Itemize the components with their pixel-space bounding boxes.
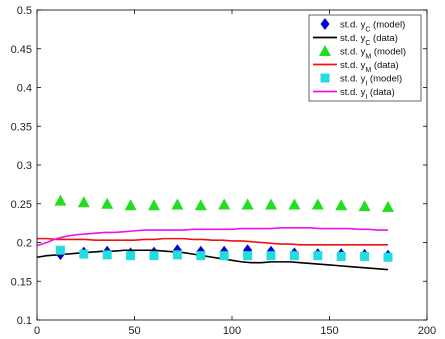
data-point-std_yM_model-1 [77, 196, 90, 208]
legend-label: st.d. yI (model) [340, 74, 402, 88]
legend-item-std_yI_model: st.d. yI (model) [320, 73, 402, 88]
data-point-std_yM_model-14 [382, 200, 394, 212]
legend-swatch-marker [319, 45, 331, 56]
legend-label-text: st.d. y [340, 87, 366, 98]
data-point-std_yM_model-0 [54, 194, 67, 206]
data-point-std_yI_model-9 [266, 251, 276, 261]
data-point-std_yM_model-5 [171, 198, 184, 210]
y-tick-label: 0.3 [17, 160, 32, 172]
x-tick-label: 50 [128, 325, 140, 337]
legend-swatch-marker [320, 73, 330, 83]
y-tick-label: 0.45 [11, 44, 32, 56]
data-point-std_yI_model-4 [149, 251, 159, 261]
legend-label-suffix: (data) [367, 87, 394, 98]
data-point-std_yM_model-3 [124, 199, 137, 211]
data-point-std_yM_model-7 [218, 198, 231, 210]
legend-label-suffix: (model) [370, 20, 405, 31]
legend-label-text: st.d. y [340, 74, 366, 85]
series-std_yC_data [36, 249, 389, 271]
data-point-std_yI_model-14 [383, 252, 393, 262]
legend-label: st.d. yC (data) [340, 33, 398, 47]
legend-label: st.d. yM (data) [340, 60, 399, 74]
series-line-std_yM_data [37, 237, 388, 246]
legend-label: st.d. yM (model) [340, 47, 406, 61]
data-point-std_yM_model-12 [335, 199, 348, 211]
series-std_yI_data [36, 226, 388, 247]
y-tick-label: 0.15 [11, 276, 32, 288]
legend-item-std_yC_data: st.d. yC (data) [313, 33, 398, 47]
data-point-std_yM_model-6 [194, 199, 207, 211]
legend-label-text: st.d. y [340, 20, 366, 31]
y-tick-label: 0.5 [17, 5, 32, 17]
data-point-std_yI_model-6 [196, 251, 206, 261]
legend-label: st.d. yI (data) [340, 87, 395, 101]
legend-label-subscript: I [365, 80, 367, 87]
data-point-std_yI_model-11 [313, 251, 323, 261]
legend: st.d. yC (model)st.d. yC (data)st.d. yM … [308, 14, 422, 102]
data-point-std_yI_model-7 [219, 251, 229, 261]
legend-label-suffix: (model) [367, 74, 402, 85]
y-tick-label: 0.2 [17, 238, 32, 250]
data-point-std_yM_model-8 [241, 198, 254, 210]
series-line-std_yI_data [36, 226, 388, 247]
series-line-std_yC_data [36, 249, 389, 271]
data-point-std_yM_model-9 [265, 198, 277, 210]
legend-item-std_yI_data: st.d. yI (data) [313, 87, 395, 101]
y-tick-label: 0.35 [11, 121, 32, 133]
data-point-std_yI_model-3 [126, 251, 136, 261]
legend-label-subscript: C [365, 40, 370, 47]
data-point-std_yI_model-5 [172, 250, 182, 260]
legend-label-text: st.d. y [340, 47, 366, 58]
data-point-std_yM_model-13 [358, 200, 371, 212]
x-tick-label: 0 [34, 325, 40, 337]
x-tick-label: 200 [418, 325, 436, 337]
series-std_yM_model [54, 194, 394, 212]
legend-item-std_yM_model: st.d. yM (model) [319, 45, 406, 60]
legend-swatch-marker [320, 18, 330, 30]
y-tick-label: 0.25 [11, 199, 32, 211]
axes-layer: 0 50 100 150 200 0.1 0.15 0.2 0.25 0.3 0.35 0.4 0.45… [11, 5, 437, 337]
data-point-std_yI_model-0 [55, 245, 65, 255]
data-point-std_yM_model-11 [311, 198, 324, 210]
data-point-std_yI_model-1 [79, 249, 89, 259]
legend-label-text: st.d. y [340, 60, 366, 71]
series-std_yI_model [55, 245, 393, 262]
legend-label-text: st.d. y [340, 33, 366, 44]
legend-label-subscript: C [365, 26, 370, 33]
legend-label-suffix: (model) [371, 47, 406, 58]
legend-label-suffix: (data) [371, 60, 398, 71]
data-point-std_yI_model-13 [360, 251, 370, 261]
y-tick-label: 0.4 [17, 83, 32, 95]
x-tick-label: 100 [223, 325, 241, 337]
legend-label-subscript: I [365, 94, 367, 101]
legend-label-subscript: M [365, 67, 371, 74]
plot-layer [36, 194, 394, 271]
data-point-std_yM_model-10 [288, 198, 301, 210]
data-point-std_yI_model-2 [102, 250, 112, 260]
legend-label-subscript: M [365, 53, 371, 60]
data-point-std_yM_model-2 [101, 197, 114, 209]
x-tick-label: 150 [320, 325, 338, 337]
series-std_yM_data [37, 237, 388, 246]
legend-label: st.d. yC (model) [340, 20, 405, 34]
y-tick-label: 0.1 [17, 315, 32, 327]
legend-box [308, 14, 422, 102]
data-point-std_yI_model-12 [336, 251, 346, 261]
data-point-std_yI_model-10 [289, 251, 299, 261]
legend-item-std_yC_model: st.d. yC (model) [320, 18, 405, 34]
legend-item-std_yM_data: st.d. yM (data) [313, 60, 399, 74]
data-point-std_yI_model-8 [243, 251, 253, 261]
data-point-std_yM_model-4 [148, 199, 160, 211]
legend-label-suffix: (data) [370, 33, 397, 44]
